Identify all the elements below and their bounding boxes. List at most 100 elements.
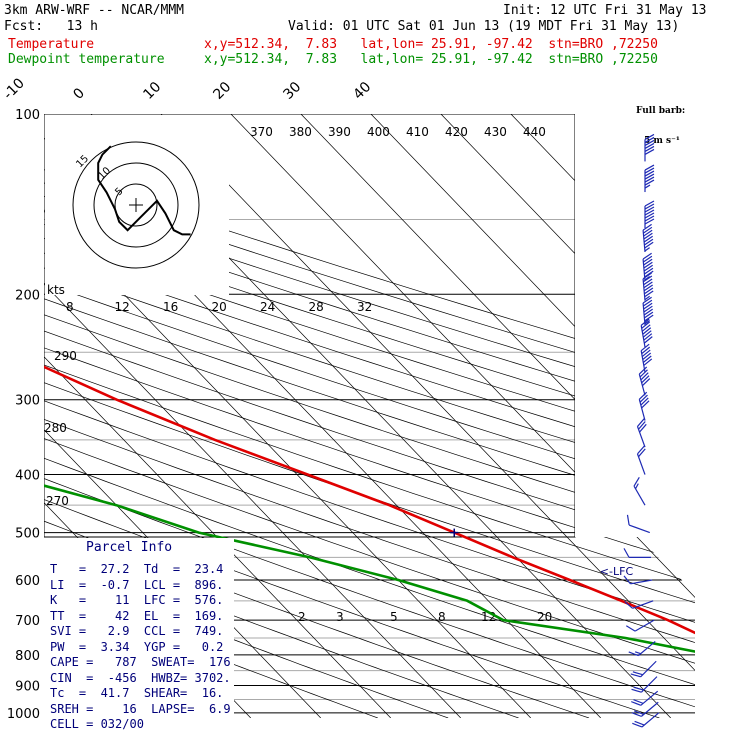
barb-flag [643,302,653,310]
dry-adiabat-label: 290 [54,349,77,363]
barb-flag [626,514,630,526]
isotherm-label: 30 [280,79,304,103]
barb-staff [637,641,656,657]
isotherm-label: -10 [0,75,27,102]
hodograph-ring-10 [93,162,179,248]
barb-half-flag [634,483,639,490]
barb-staff [630,579,653,585]
barb-flag [644,311,654,319]
barb-half-flag [644,247,650,252]
barb-flag [644,270,654,278]
hodograph-axis-label: 24 [260,300,275,314]
pressure-label: 200 [15,288,40,303]
wind-barb [623,548,652,558]
barb-flag [644,148,655,155]
barb-flag [644,173,655,180]
barb-flag [638,421,646,430]
pressure-label: 500 [15,527,40,542]
theta-e-label: 380 [289,125,312,139]
barb-flag [632,671,643,676]
barb-note-line1: Full barb: [636,106,686,116]
level-annotation: <-LFC [600,565,634,578]
barb-flag [644,139,655,146]
theta-e-label: 410 [406,125,429,139]
dry-adiabat-430 [44,114,695,718]
dry-adiabat-420 [44,114,695,718]
barb-flag [643,229,653,237]
barb-flag [631,701,642,706]
wind-barb [642,223,654,253]
barb-flag [643,226,653,234]
level-annotations: <-EL<-LFC<-CCL<-LCL [450,528,634,578]
barb-flag [624,601,633,609]
barb-flag [644,200,655,207]
barb-flag [631,688,642,693]
barb-flag [631,712,642,717]
pressure-label: 800 [15,649,40,664]
barb-half-flag [644,295,650,301]
barb-flag [623,575,631,585]
wind-barb [625,619,655,632]
barb-flag [633,686,644,691]
pressure-label: 900 [15,679,40,694]
barb-flag [641,321,651,329]
wind-barb [631,690,659,706]
barb-flag [644,314,654,322]
temperature-trace [44,114,695,718]
barb-staff [642,278,646,301]
hodograph-ring-5 [114,183,158,227]
barb-staff [636,426,646,448]
theta-e-label: 390 [328,125,351,139]
model-title: 3km ARW-WRF -- NCAR/MMM [4,3,185,18]
parcel-info-panel: Parcel Info T = 27.2 Td = 23.4 LI = -0.7 … [44,538,234,731]
parcel-info-row: CELL = 032/00 [50,717,144,731]
pressure-label: 600 [15,574,40,589]
forecast-hour: Fcst: 13 h [4,19,98,34]
barb-flag [642,223,652,231]
dewpoint-trace [44,114,695,718]
barb-flag [637,418,645,427]
hodograph-axis-label: 16 [163,300,178,314]
barb-staff [640,660,657,678]
barb-staff [638,373,646,396]
dry-adiabat-310 [44,114,695,718]
dry-adiabat-410 [44,114,695,718]
temperature-legend-label: Temperature [8,37,95,52]
wind-barb [644,200,655,228]
hodograph-axis-label: 12 [115,300,130,314]
pressure-label: 100 [15,108,40,123]
parcel-info-row: Tc = 41.7 SHEAR= 16. [50,686,224,700]
dry-adiabat-370 [44,114,695,718]
init-time: Init: 12 UTC Fri 31 May 13 [503,3,707,18]
hodograph-speed-unit: kts [47,283,65,297]
dewpoint-legend-info: x,y=512.34, 7.83 lat,lon= 25.91, -97.42 … [204,52,658,67]
barb-flag [641,375,650,384]
moist-adiabat-4 [0,114,4,718]
barb-flag [633,699,644,704]
barb-flag [644,136,655,143]
wind-barb [644,164,655,193]
pressure-label: 400 [15,469,40,484]
barb-flag [639,394,648,403]
barb-staff [642,302,646,325]
barb-flag [633,476,640,487]
barb-flag [641,400,650,409]
wind-barb [626,514,650,534]
wind-barb [624,600,654,609]
barb-flag [643,261,653,269]
dewpoint-legend-label: Dewpoint temperature [8,52,165,67]
wind-barb [642,252,654,281]
mixing-ratio-label: 5 [390,610,398,624]
barb-staff [640,690,659,706]
parcel-info-row: CIN = -456 HWBZ= 3702. [50,670,231,685]
isotherm-label: 20 [210,79,234,103]
barb-flag [640,372,649,381]
theta-e-label: 420 [445,125,468,139]
barb-staff [641,701,659,717]
hodograph-axis-label: 32 [357,300,372,314]
wind-barbs [623,133,660,728]
isotherm-10 [160,114,695,718]
mixing-ratio-5 [0,114,4,718]
